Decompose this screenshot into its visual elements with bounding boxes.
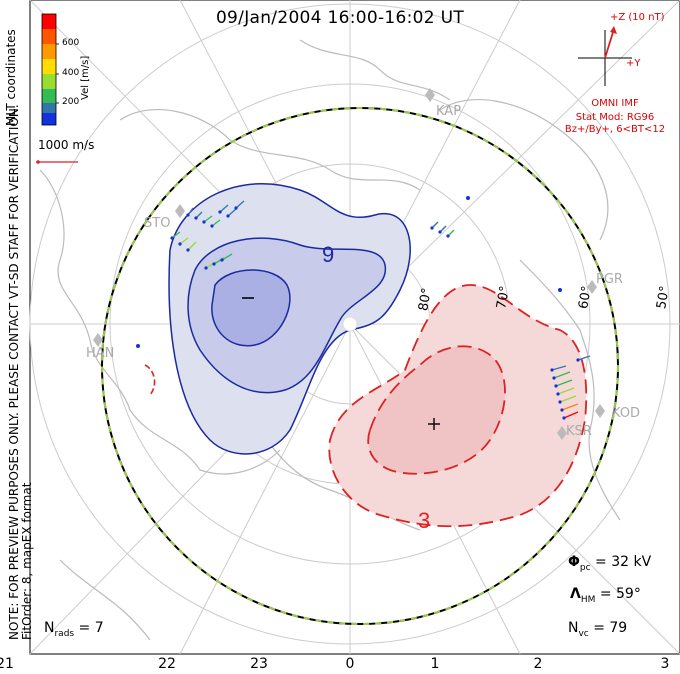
mlt-tick-21: 21	[0, 656, 14, 672]
coastlines	[39, 39, 621, 641]
imf-bz-text: Bz+/By+, 6<BT<12	[564, 124, 666, 135]
nrads-sub: rads	[54, 628, 75, 639]
velocity-colorbar	[41, 13, 57, 126]
station-kap: KAP	[436, 104, 462, 119]
fitorder-note: FitOrder: 8, mapEX format	[20, 482, 34, 640]
station-pgr: PGR	[596, 272, 623, 287]
phi-value: = 32 kV	[590, 554, 652, 570]
imf-omni-label: OMNI IMF	[591, 98, 639, 109]
mlt-tick-23: 23	[250, 656, 268, 672]
pole-marker	[342, 316, 358, 332]
station-markers	[93, 88, 605, 440]
mlt-tick-22: 22	[158, 656, 176, 672]
vector-scale-dot	[36, 160, 40, 164]
small-red-contour	[144, 364, 156, 396]
nvc-value: = 79	[588, 620, 628, 636]
nrads-stat: Nrads = 7	[44, 620, 104, 639]
phi-symbol: Φ	[568, 554, 580, 570]
plot-title: 09/Jan/2004 16:00-16:02 UT	[215, 8, 465, 28]
station-ksr: KSR	[566, 424, 592, 439]
preview-note: NOTE: FOR PREVIEW PURPOSES ONLY. PLEASE …	[7, 104, 34, 640]
lambda-sub: HM	[580, 594, 596, 605]
lambda-symbol: Λ	[570, 586, 581, 602]
dawn-cell-inner	[367, 345, 506, 475]
contour-label-neg: 9	[322, 242, 334, 267]
mlt-tick-0: 0	[345, 656, 355, 672]
nvc-symbol: N	[568, 620, 579, 636]
contour-label-pos: 3	[418, 508, 430, 533]
lambda-value: = 59°	[595, 586, 641, 602]
vector-scale-label: 1000 m/s	[38, 138, 95, 152]
cb-tick-600: 600	[62, 38, 80, 48]
station-sto: STO	[144, 216, 171, 231]
station-han: HAN	[86, 346, 115, 361]
mlt-coords-label: MLT coordinates	[4, 29, 18, 126]
imf-stat-mod: Stat Mod: RG96	[575, 112, 655, 123]
imf-y-label: +Y	[626, 58, 641, 69]
colorbar-ticks	[56, 43, 59, 104]
nrads-value: = 7	[74, 620, 104, 636]
imf-clock	[578, 26, 632, 86]
cb-tick-200: 200	[62, 97, 80, 107]
station-kod: KOD	[612, 406, 641, 421]
lambda-hm-stat: ΛHM = 59°	[570, 586, 641, 605]
velocity-vectors	[136, 196, 591, 420]
dusk-cell-inner	[211, 269, 291, 347]
cb-tick-400: 400	[62, 68, 80, 78]
nrads-symbol: N	[44, 620, 55, 636]
mlt-tick-3: 3	[660, 656, 670, 672]
phi-pc-stat: Φpc = 32 kV	[568, 554, 651, 573]
mlt-tick-2: 2	[533, 656, 543, 672]
hm-boundary-dash	[101, 107, 619, 625]
nvc-stat: Nvc = 79	[568, 620, 627, 639]
mlt-tick-1: 1	[430, 656, 440, 672]
colorbar-label: Vel [m/s]	[80, 55, 91, 100]
phi-sub: pc	[579, 562, 591, 573]
nvc-sub: vc	[578, 628, 589, 639]
imf-z-label: +Z (10 nT)	[610, 12, 665, 23]
